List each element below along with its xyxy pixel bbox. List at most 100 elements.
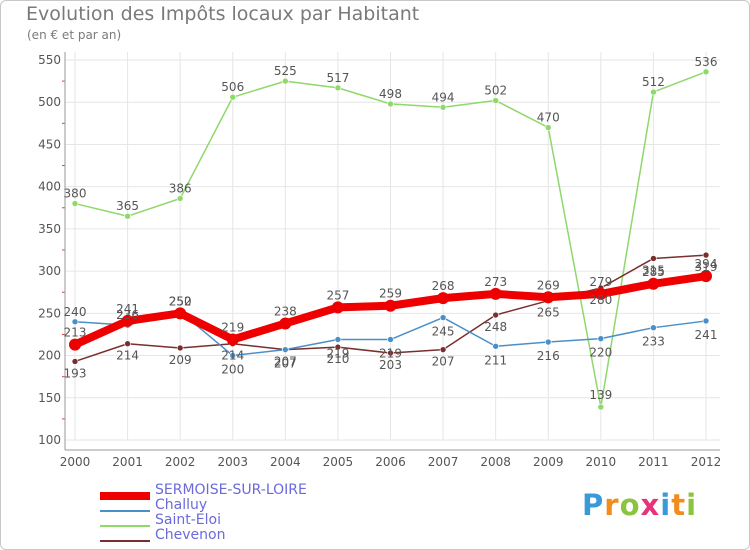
data-point [124,212,131,220]
data-point [492,342,499,350]
data-label: 213 [64,326,87,340]
data-label: 512 [642,75,665,89]
plot-area [65,52,720,440]
data-point [387,336,394,343]
y-tick-label: 300 [38,264,61,278]
data-label: 269 [537,278,560,292]
data-label: 268 [432,279,455,293]
data-point [542,291,555,304]
data-point [439,314,447,321]
data-point [594,287,607,300]
y-tick-label: 550 [38,53,61,67]
data-point [650,324,657,331]
data-point [492,97,499,104]
x-tick-label: 2003 [217,455,248,469]
data-point [331,301,344,314]
data-point [174,307,187,320]
data-point [282,346,289,353]
data-label: 200 [221,363,244,377]
data-point [702,251,710,259]
x-tick-label: 2002 [165,455,196,469]
data-label: 365 [116,199,139,213]
legend-label-chevenon: Chevenon [155,527,226,543]
data-label: 139 [589,388,612,402]
data-label: 233 [642,335,665,349]
data-label: 470 [537,111,560,125]
x-tick-label: 2001 [112,455,143,469]
data-point [121,314,134,327]
data-label: 257 [326,288,349,302]
data-point [492,311,499,319]
data-label: 259 [379,287,402,301]
data-label: 517 [326,71,349,85]
data-label: 211 [484,353,507,367]
x-tick-label: 2006 [375,455,406,469]
y-tick-label: 250 [38,306,61,320]
logo-letter: t [671,488,687,522]
logo-letter: x [640,488,661,522]
data-label: 207 [274,357,297,371]
data-point [597,403,605,411]
data-label: 279 [589,275,612,289]
data-label: 315 [642,263,665,277]
legend-item-sermoise: SERMOISE-SUR-LOIRE [100,482,360,500]
legend-swatch-sermoise [100,492,150,500]
data-point [69,338,81,351]
data-label: 273 [484,275,507,289]
data-point [282,77,289,85]
data-point [387,349,394,357]
data-label: 498 [379,87,402,101]
data-point [544,124,552,131]
data-label: 214 [116,349,139,363]
data-point [702,317,710,325]
data-label: 386 [169,181,192,195]
data-label: 238 [274,304,297,318]
data-label: 280 [589,293,612,307]
legend-item-chevenon: Chevenon [100,527,360,544]
legend-item-saint-eloi: Saint-Eloi [100,512,360,529]
data-point [439,103,447,111]
data-point [176,344,184,352]
x-tick-label: 2010 [586,455,617,469]
data-label: 525 [274,64,297,78]
y-tick-label: 100 [38,433,61,447]
legend-label-saint-eloi: Saint-Eloi [155,512,221,528]
chart-subtitle: (en € et par an) [27,28,122,42]
y-tick-label: 500 [38,95,61,109]
data-point [384,299,397,312]
y-tick-label: 350 [38,222,61,236]
logo-letter: r [604,488,620,522]
logo-letter: i [660,488,672,522]
data-label: 241 [116,302,139,316]
data-label: 219 [221,321,244,335]
data-label: 207 [274,355,297,369]
x-tick-label: 2007 [428,455,459,469]
x-tick-label: 2009 [533,455,564,469]
x-tick-label: 2000 [60,455,91,469]
data-point [226,333,239,346]
data-label: 216 [537,349,560,363]
data-label: 220 [589,346,612,360]
data-point [597,335,605,342]
data-label: 536 [695,55,718,69]
data-point [334,343,342,351]
data-point [71,358,79,365]
data-label: 494 [432,90,455,104]
data-label: 236 [116,308,139,322]
data-label: 250 [169,294,192,308]
x-tick-label: 2005 [323,455,354,469]
data-point [650,255,657,262]
data-point [700,270,712,283]
data-point [71,200,79,207]
data-point [489,287,502,300]
data-label: 210 [326,352,349,366]
data-label: 219 [379,347,402,361]
data-point [124,340,131,348]
y-tick-label: 400 [38,180,61,194]
x-tick-label: 2011 [638,455,669,469]
legend-swatch-saint-eloi [100,525,150,527]
legend: SERMOISE-SUR-LOIRE Challuy Saint-Eloi Ch… [100,482,360,544]
data-label: 319 [695,260,718,274]
data-point [176,195,184,202]
data-point [334,336,342,343]
